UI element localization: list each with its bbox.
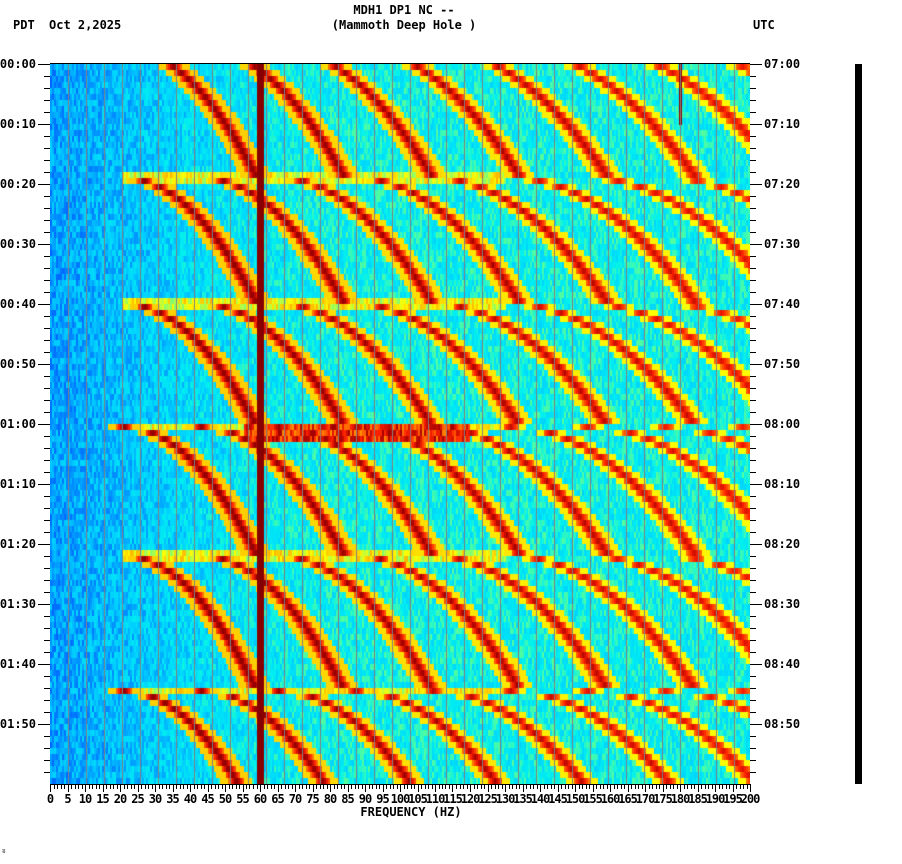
- x-tick-label: 150: [565, 792, 586, 806]
- x-tick-label: 45: [201, 792, 214, 806]
- left-timezone-label: PDT: [13, 18, 35, 32]
- x-tick-label: 10: [78, 792, 92, 806]
- x-tick-label: 80: [323, 792, 337, 806]
- x-tick-label: 155: [583, 792, 603, 806]
- y-tick-label-right: 07:40: [764, 297, 801, 311]
- x-tick-label: 25: [131, 792, 144, 806]
- x-tick-label: 200: [740, 792, 761, 806]
- x-tick-label: 15: [96, 792, 109, 806]
- date-label: Oct 2,2025: [49, 18, 122, 32]
- x-tick-label: 70: [288, 792, 302, 806]
- y-tick-label-right: 08:30: [764, 597, 801, 611]
- x-tick-label: 90: [358, 792, 372, 806]
- y-tick-label-right: 07:00: [764, 57, 801, 71]
- x-tick-label: 170: [635, 792, 656, 806]
- y-tick-label-right: 08:20: [764, 537, 801, 551]
- y-tick-label-left: 00:20: [0, 177, 36, 191]
- x-tick-label: 165: [618, 792, 638, 806]
- x-tick-label: 145: [548, 792, 568, 806]
- x-tick-label: 55: [236, 792, 249, 806]
- y-tick-label-left: 00:10: [0, 117, 36, 131]
- x-tick-label: 190: [705, 792, 726, 806]
- x-tick-label: 5: [64, 792, 71, 806]
- x-tick-label: 130: [495, 792, 516, 806]
- x-tick-label: 175: [653, 792, 673, 806]
- x-tick-label: 75: [306, 792, 319, 806]
- location-title: (Mammoth Deep Hole ): [331, 18, 477, 32]
- amplitude-scale-bar: [855, 64, 862, 784]
- x-tick-label: 110: [425, 792, 446, 806]
- y-tick-label-right: 07:20: [764, 177, 801, 191]
- x-tick-label: 195: [723, 792, 743, 806]
- spectrogram-plot: [50, 64, 750, 784]
- x-tick-label: 50: [218, 792, 232, 806]
- y-tick-label-left: 00:00: [0, 57, 36, 71]
- y-tick-label-left: 01:50: [0, 717, 36, 731]
- x-tick-label: 20: [113, 792, 127, 806]
- y-tick-label-left: 01:00: [0, 417, 36, 431]
- x-tick-label: 60: [253, 792, 267, 806]
- y-tick-label-left: 01:40: [0, 657, 36, 671]
- spectrogram-canvas: [50, 64, 750, 784]
- y-tick-label-right: 07:30: [764, 237, 801, 251]
- y-tick-label-right: 08:10: [764, 477, 801, 491]
- x-tick-label: 35: [166, 792, 179, 806]
- x-tick-label: 125: [478, 792, 498, 806]
- y-tick-label-left: 01:20: [0, 537, 36, 551]
- y-tick-label-right: 07:50: [764, 357, 801, 371]
- corner-mark: ʬ: [2, 848, 6, 855]
- y-tick-label-left: 00:30: [0, 237, 36, 251]
- right-timezone-label: UTC: [753, 18, 775, 32]
- x-tick-label: 65: [271, 792, 284, 806]
- x-tick-label: 0: [46, 792, 54, 806]
- x-tick-label: 135: [513, 792, 533, 806]
- x-tick-label: 160: [600, 792, 621, 806]
- y-tick-label-right: 08:40: [764, 657, 801, 671]
- y-tick-label-left: 00:50: [0, 357, 36, 371]
- x-tick-label: 140: [530, 792, 551, 806]
- x-tick-label: 40: [183, 792, 197, 806]
- y-tick-label-right: 08:50: [764, 717, 801, 731]
- x-tick-label: 30: [148, 792, 162, 806]
- x-tick-label: 85: [341, 792, 354, 806]
- y-tick-label-left: 01:30: [0, 597, 36, 611]
- x-tick-label: 115: [443, 792, 463, 806]
- x-tick-label: 120: [460, 792, 481, 806]
- x-tick-label: 180: [670, 792, 691, 806]
- y-tick-label-right: 08:00: [764, 417, 801, 431]
- y-tick-label-right: 07:10: [764, 117, 801, 131]
- y-tick-label-left: 01:10: [0, 477, 36, 491]
- x-tick-label: 100: [390, 792, 411, 806]
- x-tick-label: 95: [376, 792, 389, 806]
- station-title: MDH1 DP1 NC --: [353, 3, 455, 17]
- x-tick-label: 105: [408, 792, 428, 806]
- x-axis-title: FREQUENCY (HZ): [360, 805, 462, 819]
- y-tick-label-left: 00:40: [0, 297, 36, 311]
- x-tick-label: 185: [688, 792, 708, 806]
